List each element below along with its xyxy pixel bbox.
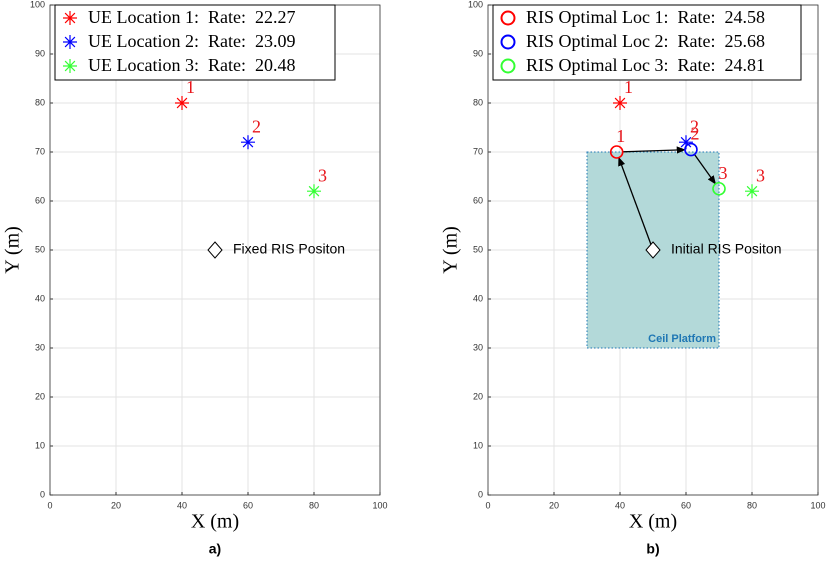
legend-entry: UE Location 2: Rate: 23.09 <box>88 31 295 51</box>
star-marker <box>745 184 759 199</box>
y-tick-label: 50 <box>35 244 45 254</box>
x-tick-label: 80 <box>309 500 319 510</box>
subplot-label: a) <box>209 541 221 557</box>
y-tick-label: 40 <box>473 293 483 303</box>
arrow <box>622 146 686 154</box>
y-tick-label: 10 <box>473 440 483 450</box>
x-tick-label: 40 <box>615 500 625 510</box>
x-tick-label: 20 <box>549 500 559 510</box>
circle-marker <box>500 10 516 26</box>
star-marker <box>63 35 77 49</box>
circle-marker <box>609 145 624 159</box>
y-tick-label: 80 <box>35 97 45 107</box>
y-tick-label: 30 <box>473 342 483 352</box>
circle-marker <box>684 142 698 157</box>
ris-marker <box>645 241 661 259</box>
y-tick-label: 60 <box>35 195 45 205</box>
ris-label: Initial RIS Positon <box>671 241 782 257</box>
y-tick-label: 90 <box>35 48 45 58</box>
x-tick-label: 0 <box>47 500 52 510</box>
y-axis-label: Y (m) <box>2 226 24 274</box>
point-label: 2 <box>690 124 699 144</box>
star-marker <box>63 59 77 73</box>
star-marker <box>63 11 77 25</box>
subplot-label: b) <box>646 541 659 557</box>
platform-label: Ceil Platform <box>648 333 716 345</box>
y-tick-label: 80 <box>473 97 483 107</box>
y-tick-label: 100 <box>468 0 483 9</box>
point-label: 1 <box>624 77 633 97</box>
y-tick-label: 30 <box>35 342 45 352</box>
point-label: 1 <box>616 126 625 146</box>
point-label: 1 <box>186 77 195 97</box>
x-tick-label: 0 <box>485 500 490 510</box>
arrow <box>618 156 652 245</box>
star-marker <box>613 96 627 110</box>
y-tick-label: 60 <box>473 195 483 205</box>
x-tick-label: 40 <box>177 500 187 510</box>
y-tick-label: 0 <box>478 489 483 499</box>
star-marker <box>307 184 321 199</box>
star-marker <box>679 135 693 150</box>
point-label: 3 <box>756 165 765 185</box>
point-label: 3 <box>318 165 327 185</box>
arrow <box>693 154 717 185</box>
point-label: 2 <box>690 116 699 136</box>
x-tick-label: 60 <box>243 500 253 510</box>
legend-entry: UE Location 3: Rate: 20.48 <box>88 55 295 75</box>
y-tick-label: 70 <box>35 146 45 156</box>
legend-entry: RIS Optimal Loc 1: Rate: 24.58 <box>526 7 765 27</box>
y-tick-label: 20 <box>473 391 483 401</box>
x-tick-label: 100 <box>372 500 387 510</box>
x-tick-label: 20 <box>111 500 121 510</box>
x-axis-label: X (m) <box>191 511 239 533</box>
x-axis-label: X (m) <box>629 511 677 533</box>
x-tick-label: 100 <box>810 500 825 510</box>
y-tick-label: 0 <box>40 489 45 499</box>
legend-box <box>54 4 336 81</box>
circle-marker <box>712 181 726 196</box>
y-tick-label: 70 <box>473 146 483 156</box>
y-tick-label: 40 <box>35 293 45 303</box>
y-tick-label: 90 <box>473 48 483 58</box>
legend-entry: UE Location 1: Rate: 22.27 <box>88 7 295 27</box>
y-tick-label: 100 <box>30 0 45 9</box>
circle-marker <box>500 58 516 74</box>
y-tick-label: 20 <box>35 391 45 401</box>
star-marker <box>175 96 189 110</box>
y-axis-label: Y (m) <box>440 226 462 274</box>
legend-entry: RIS Optimal Loc 3: Rate: 24.81 <box>526 55 765 75</box>
legend-entry: RIS Optimal Loc 2: Rate: 25.68 <box>526 31 765 51</box>
legend-box <box>492 4 802 81</box>
y-tick-label: 10 <box>35 440 45 450</box>
y-tick-label: 50 <box>473 244 483 254</box>
x-tick-label: 80 <box>747 500 757 510</box>
x-tick-label: 60 <box>681 500 691 510</box>
point-label: 2 <box>252 116 261 136</box>
point-label: 3 <box>719 163 728 183</box>
star-marker <box>241 135 255 150</box>
ris-marker <box>207 241 223 259</box>
circle-marker <box>500 34 516 50</box>
ris-label: Fixed RIS Positon <box>233 241 345 257</box>
